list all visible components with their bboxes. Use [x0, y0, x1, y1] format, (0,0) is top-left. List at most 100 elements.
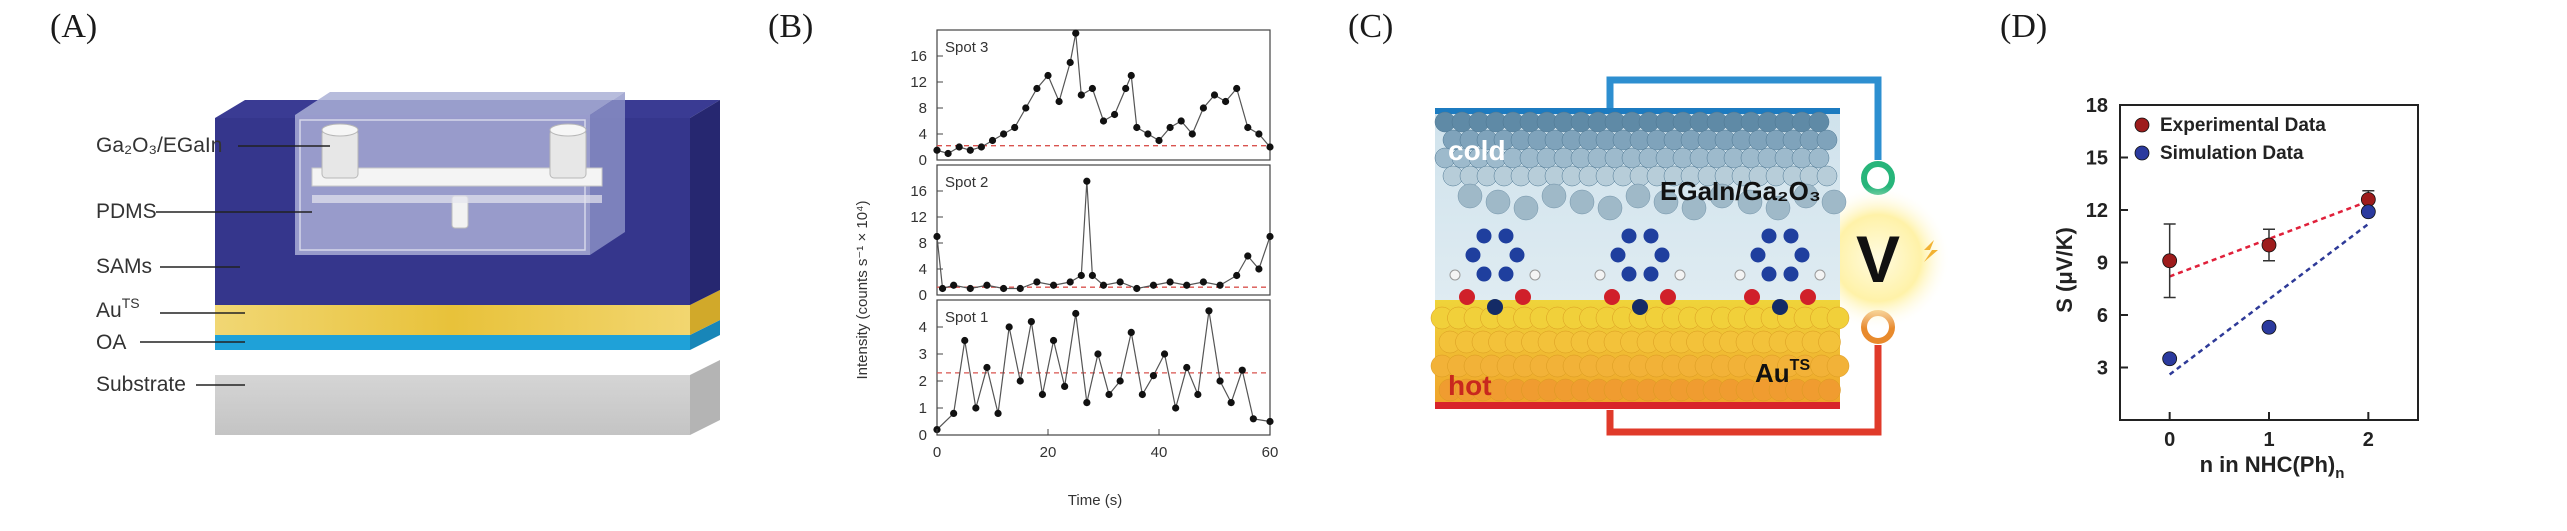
x-tick-label: 0 [2164, 429, 2175, 451]
trace-point [1149, 281, 1158, 289]
carbon-atom [1621, 266, 1637, 282]
trace-point [1233, 271, 1241, 280]
egain-atoms [1434, 111, 1847, 221]
trace-point [1183, 363, 1191, 372]
oxygen-atom [1660, 289, 1676, 305]
label-sams: SAMs [96, 255, 152, 278]
subplot-frame [936, 164, 1271, 296]
trace-line [936, 181, 1271, 290]
carbon-atom [1621, 228, 1637, 244]
trace-point [1216, 281, 1224, 289]
trace-point [1205, 307, 1213, 315]
trace-point [938, 284, 947, 293]
panel-letter-b: (B) [768, 8, 814, 45]
au-atoms [1430, 306, 1850, 402]
oxide-atom [1569, 189, 1595, 215]
y-tick-label: 8 [919, 100, 927, 117]
carbon-atom [1476, 228, 1492, 244]
trace-point [955, 143, 963, 151]
subplot-title: Spot 2 [945, 174, 988, 191]
trace-point [1155, 136, 1163, 145]
carbon-atom [1643, 266, 1659, 282]
trace-point [933, 232, 941, 241]
label-pdms: PDMS [96, 200, 157, 223]
carbon-atom [1465, 247, 1481, 263]
trace-point [1216, 377, 1224, 385]
egain-atom [1816, 165, 1838, 187]
trace-point [1072, 29, 1080, 37]
oxide-atom [1737, 189, 1763, 215]
carbon-atom [1643, 228, 1659, 244]
label-substrate: Substrate [96, 373, 186, 396]
legend-label: Experimental Data [2160, 115, 2326, 136]
subplot-frame [936, 299, 1271, 436]
oxide-atom [1541, 183, 1567, 209]
oxide-atom [1709, 183, 1735, 209]
trace-point [1005, 323, 1013, 331]
legend-marker [2134, 117, 2150, 133]
data-point [2162, 351, 2178, 367]
au-label: AuTS [1755, 357, 1810, 388]
layer-labels: Ga₂O₃/EGaIn PDMS SAMs AuTS OA Substrate [96, 134, 330, 396]
trace-point [1105, 390, 1113, 399]
au-atom [1818, 330, 1841, 354]
y-tick-label: 15 [2086, 148, 2108, 170]
trace-point [1116, 377, 1124, 385]
trace-line [936, 310, 1271, 431]
legend-marker [2134, 145, 2150, 161]
trace-point [1044, 71, 1052, 80]
nitrogen-atom [1632, 299, 1648, 315]
y-tick-label: 12 [2086, 200, 2108, 222]
trace-point [1172, 404, 1180, 412]
y-tick-label: 6 [2097, 305, 2108, 327]
trace-point [1066, 278, 1074, 286]
fit-line [2168, 223, 2370, 376]
oxide-atom [1625, 183, 1651, 209]
carbon-atom [1783, 228, 1799, 244]
trace-point [977, 143, 985, 151]
trace-point [1133, 123, 1141, 132]
y-tick-label: 4 [919, 261, 927, 278]
carbon-atom [1610, 247, 1626, 263]
y-tick-label: 18 [2086, 95, 2108, 117]
oxide-atom [1597, 195, 1623, 221]
chart-d-ylabel: S (μV/K) [2052, 227, 2077, 313]
trace-point [1238, 366, 1246, 374]
trace-point [1227, 399, 1235, 407]
trace-point [1266, 232, 1274, 241]
trace-point [1210, 91, 1219, 99]
trace-point [1116, 278, 1124, 286]
trace-point [1099, 117, 1108, 125]
hot-label: hot [1448, 370, 1492, 401]
carbon-atom [1509, 247, 1525, 263]
y-tick-label: 0 [919, 152, 927, 169]
oxide-atom [1457, 183, 1483, 209]
trace-point [983, 281, 991, 289]
label-au: AuTS [96, 295, 140, 322]
carbon-atom [1783, 266, 1799, 282]
hydrogen-atom [1449, 269, 1461, 281]
trace-point [1183, 281, 1191, 289]
trace-point [1038, 390, 1047, 399]
trace-point [1244, 123, 1252, 132]
trace-point [1111, 110, 1119, 119]
carbon-atom [1498, 266, 1514, 282]
carbon-atom [1476, 266, 1492, 282]
oxygen-atom [1744, 289, 1760, 305]
trace-point [1233, 84, 1241, 93]
device-schematic: Ga₂O₃/EGaIn PDMS SAMs AuTS OA Substrate [96, 92, 720, 435]
oxygen-atom [1800, 289, 1816, 305]
carbon-atom [1498, 228, 1514, 244]
trace-point [988, 136, 997, 145]
circuit-wire [1606, 76, 1882, 436]
trace-point [1127, 71, 1135, 80]
subplot-title: Spot 1 [945, 309, 988, 326]
x-tick-label: 2 [2363, 429, 2374, 451]
oxide-atom [1513, 195, 1539, 221]
subplot-frame [936, 29, 1271, 161]
trace-point [1016, 377, 1024, 385]
trace-point [1244, 252, 1252, 260]
label-ga2o3: Ga₂O₃/EGaIn [96, 134, 222, 157]
trace-point [1249, 415, 1257, 423]
